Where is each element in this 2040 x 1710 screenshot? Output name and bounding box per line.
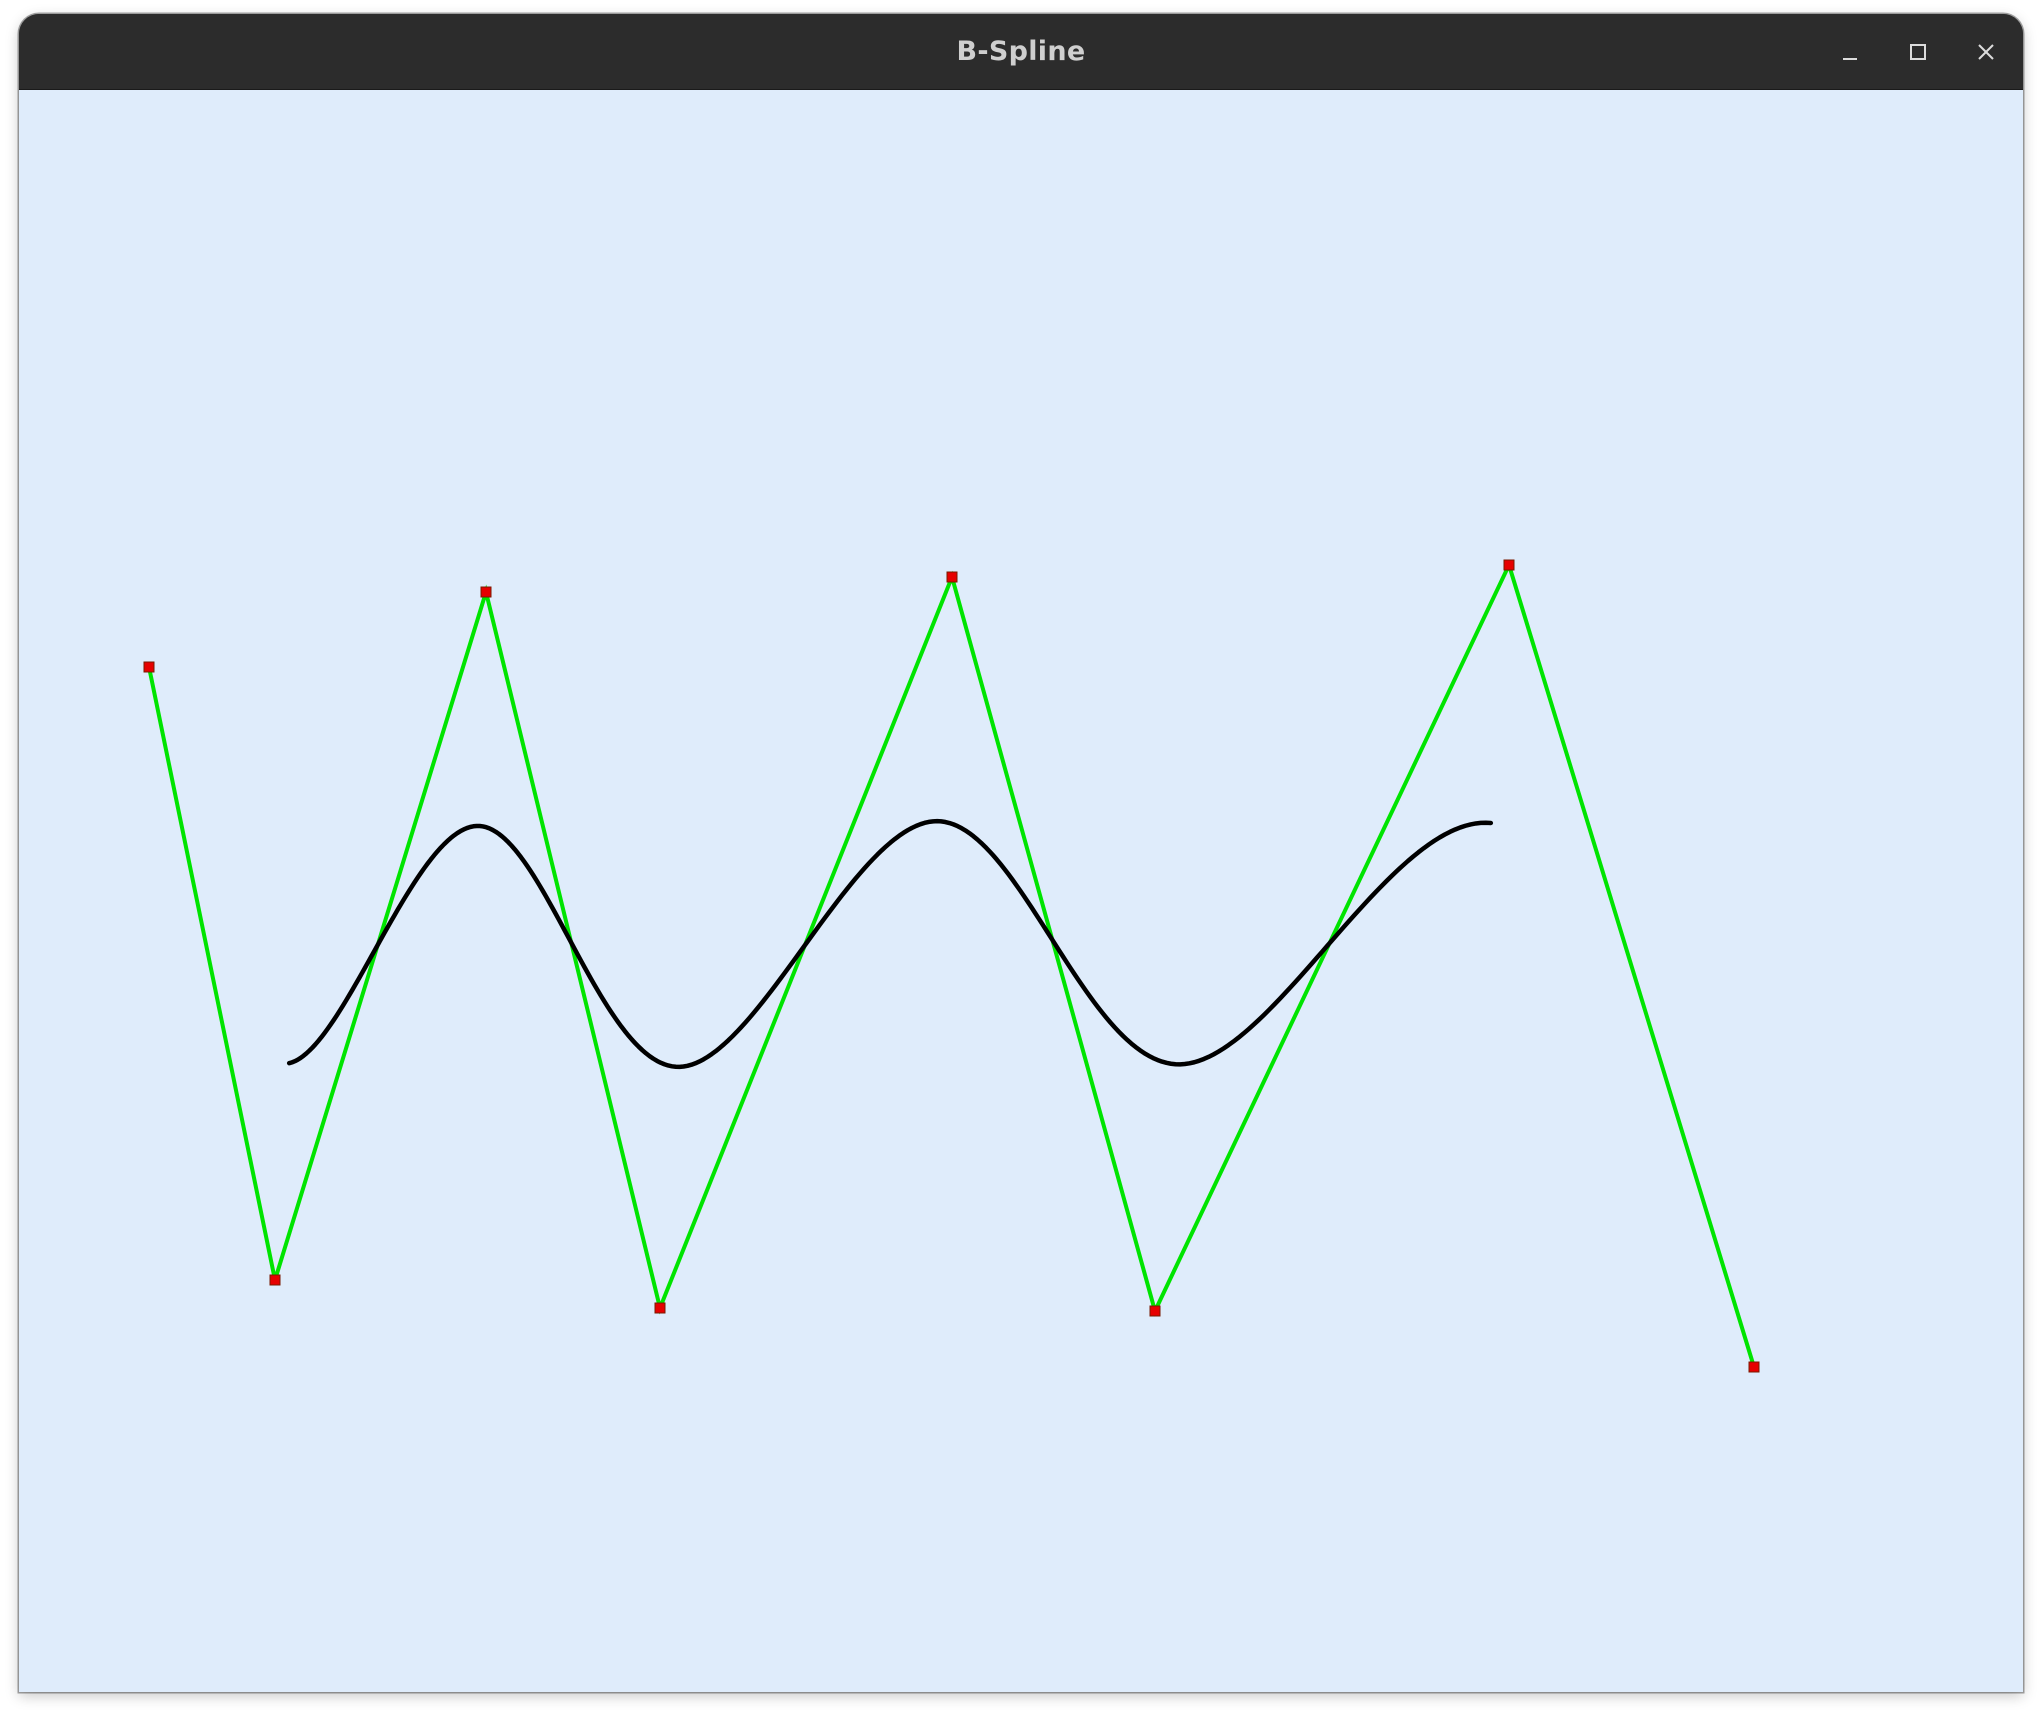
- maximize-button[interactable]: [1898, 32, 1938, 72]
- control-point-2[interactable]: [480, 586, 492, 598]
- spline-plot: [143, 559, 1760, 1373]
- maximize-icon: [1910, 44, 1926, 60]
- control-point-1[interactable]: [269, 1274, 281, 1286]
- window-title: B-Spline: [956, 36, 1086, 67]
- control-points: [143, 559, 1760, 1373]
- control-polygon: [147, 559, 1756, 1368]
- application-window: B-Spline: [19, 14, 2023, 1692]
- control-point-5[interactable]: [1149, 1305, 1161, 1317]
- close-icon: [1978, 44, 1994, 60]
- control-point-6[interactable]: [1503, 559, 1515, 571]
- close-button[interactable]: [1966, 32, 2006, 72]
- bspline-curve: [286, 818, 1494, 1070]
- control-point-3[interactable]: [654, 1302, 666, 1314]
- minimize-button[interactable]: [1830, 32, 1870, 72]
- control-point-0[interactable]: [143, 661, 155, 673]
- drawing-canvas[interactable]: [19, 90, 2023, 1692]
- title-bar[interactable]: B-Spline: [19, 14, 2023, 90]
- minimize-icon: [1843, 58, 1857, 60]
- control-point-7[interactable]: [1748, 1361, 1760, 1373]
- control-point-4[interactable]: [946, 571, 958, 583]
